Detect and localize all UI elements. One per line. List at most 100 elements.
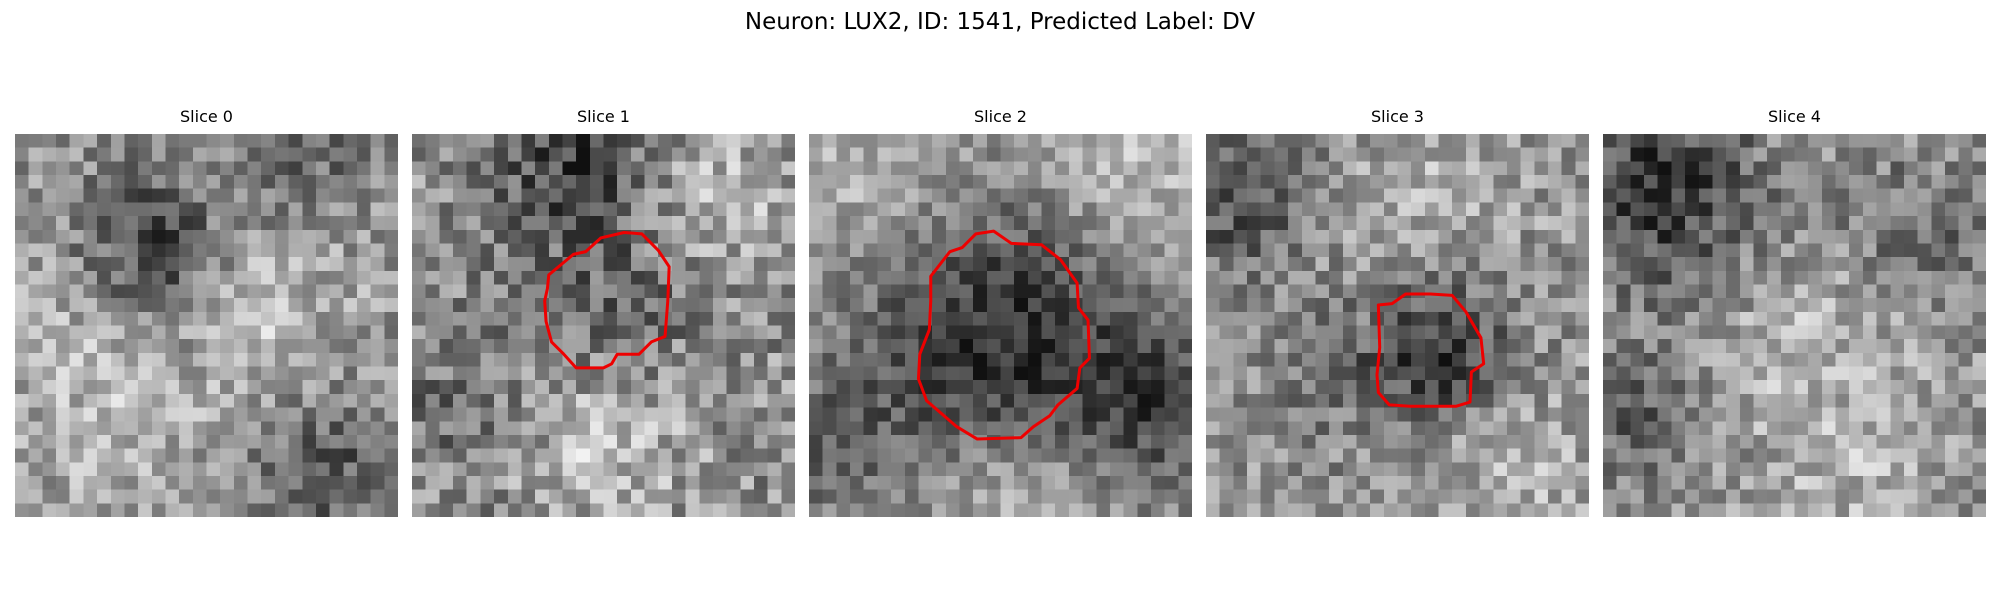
image-pixel [1383, 134, 1398, 148]
image-pixel [1123, 147, 1138, 162]
image-pixel [1274, 489, 1289, 504]
image-pixel [740, 257, 755, 272]
image-pixel [1520, 380, 1535, 395]
image-pixel [507, 298, 522, 313]
image-pixel [1219, 188, 1234, 203]
image-pixel [247, 216, 262, 231]
image-pixel [904, 202, 919, 217]
image-pixel [1027, 503, 1042, 517]
image-pixel [1206, 216, 1220, 231]
image-pixel [781, 188, 795, 203]
image-pixel [1465, 393, 1480, 408]
image-pixel [288, 380, 303, 395]
image-pixel [1657, 188, 1672, 203]
image-pixel [1219, 257, 1234, 272]
image-pixel [932, 311, 947, 326]
image-pixel [1835, 475, 1850, 490]
image-pixel [603, 503, 618, 517]
image-pixel [1178, 380, 1192, 395]
image-pixel [1288, 284, 1303, 299]
image-pixel [1329, 380, 1344, 395]
image-pixel [1520, 393, 1535, 408]
image-pixel [1438, 421, 1453, 436]
image-pixel [507, 462, 522, 477]
image-pixel [1082, 393, 1097, 408]
image-pixel [1329, 475, 1344, 490]
image-pixel [809, 216, 823, 231]
image-pixel [97, 448, 112, 463]
image-pixel [138, 175, 153, 189]
image-pixel [1027, 202, 1042, 217]
image-pixel [1493, 134, 1508, 148]
image-pixel [466, 147, 481, 162]
image-pixel [1547, 434, 1562, 449]
image-pixel [548, 380, 563, 395]
image-pixel [685, 284, 700, 299]
image-pixel [712, 270, 727, 285]
image-pixel [1260, 311, 1275, 326]
image-pixel [945, 434, 960, 449]
image-pixel [1575, 393, 1589, 408]
image-pixel [480, 475, 495, 490]
image-pixel [1397, 448, 1412, 463]
image-pixel [356, 257, 371, 272]
image-pixel [1849, 475, 1864, 490]
image-pixel [83, 134, 98, 148]
image-pixel [1096, 407, 1111, 422]
image-pixel [1794, 311, 1809, 326]
image-pixel [1479, 270, 1494, 285]
image-pixel [986, 380, 1001, 395]
image-pixel [767, 229, 782, 244]
image-pixel [658, 407, 673, 422]
image-pixel [1342, 229, 1357, 244]
image-pixel [1534, 475, 1549, 490]
image-pixel [1014, 339, 1029, 354]
image-pixel [630, 366, 645, 381]
image-pixel [589, 407, 604, 422]
image-pixel [179, 407, 194, 422]
image-pixel [302, 243, 317, 258]
image-pixel [1835, 298, 1850, 313]
image-pixel [1301, 270, 1316, 285]
image-pixel [1575, 489, 1589, 504]
image-pixel [206, 216, 221, 231]
image-pixel [42, 311, 57, 326]
image-pixel [138, 134, 153, 148]
image-pixel [1603, 311, 1617, 326]
image-pixel [384, 475, 398, 490]
image-pixel [891, 202, 906, 217]
image-pixel [1835, 188, 1850, 203]
image-pixel [767, 311, 782, 326]
image-pixel [658, 434, 673, 449]
image-pixel [1424, 147, 1439, 162]
image-pixel [1068, 421, 1083, 436]
image-pixel [959, 298, 974, 313]
image-pixel [329, 380, 344, 395]
image-pixel [1219, 161, 1234, 176]
image-pixel [891, 311, 906, 326]
image-pixel [370, 134, 385, 148]
image-pixel [1603, 366, 1617, 381]
image-pixel [1137, 147, 1152, 162]
image-pixel [1082, 188, 1097, 203]
image-pixel [1137, 475, 1152, 490]
image-pixel [274, 243, 289, 258]
image-pixel [1657, 421, 1672, 436]
image-pixel [343, 393, 358, 408]
image-pixel [1575, 188, 1589, 203]
image-pixel [1753, 434, 1768, 449]
image-pixel [1931, 462, 1946, 477]
image-pixel [1739, 393, 1754, 408]
image-pixel [1260, 175, 1275, 189]
image-pixel [1274, 421, 1289, 436]
image-pixel [1041, 448, 1056, 463]
image-pixel [1780, 339, 1795, 354]
image-pixel [1931, 216, 1946, 231]
image-pixel [959, 503, 974, 517]
image-pixel [521, 462, 536, 477]
image-pixel [712, 284, 727, 299]
image-pixel [165, 434, 180, 449]
image-pixel [932, 462, 947, 477]
image-pixel [1206, 243, 1220, 258]
image-pixel [1657, 352, 1672, 367]
